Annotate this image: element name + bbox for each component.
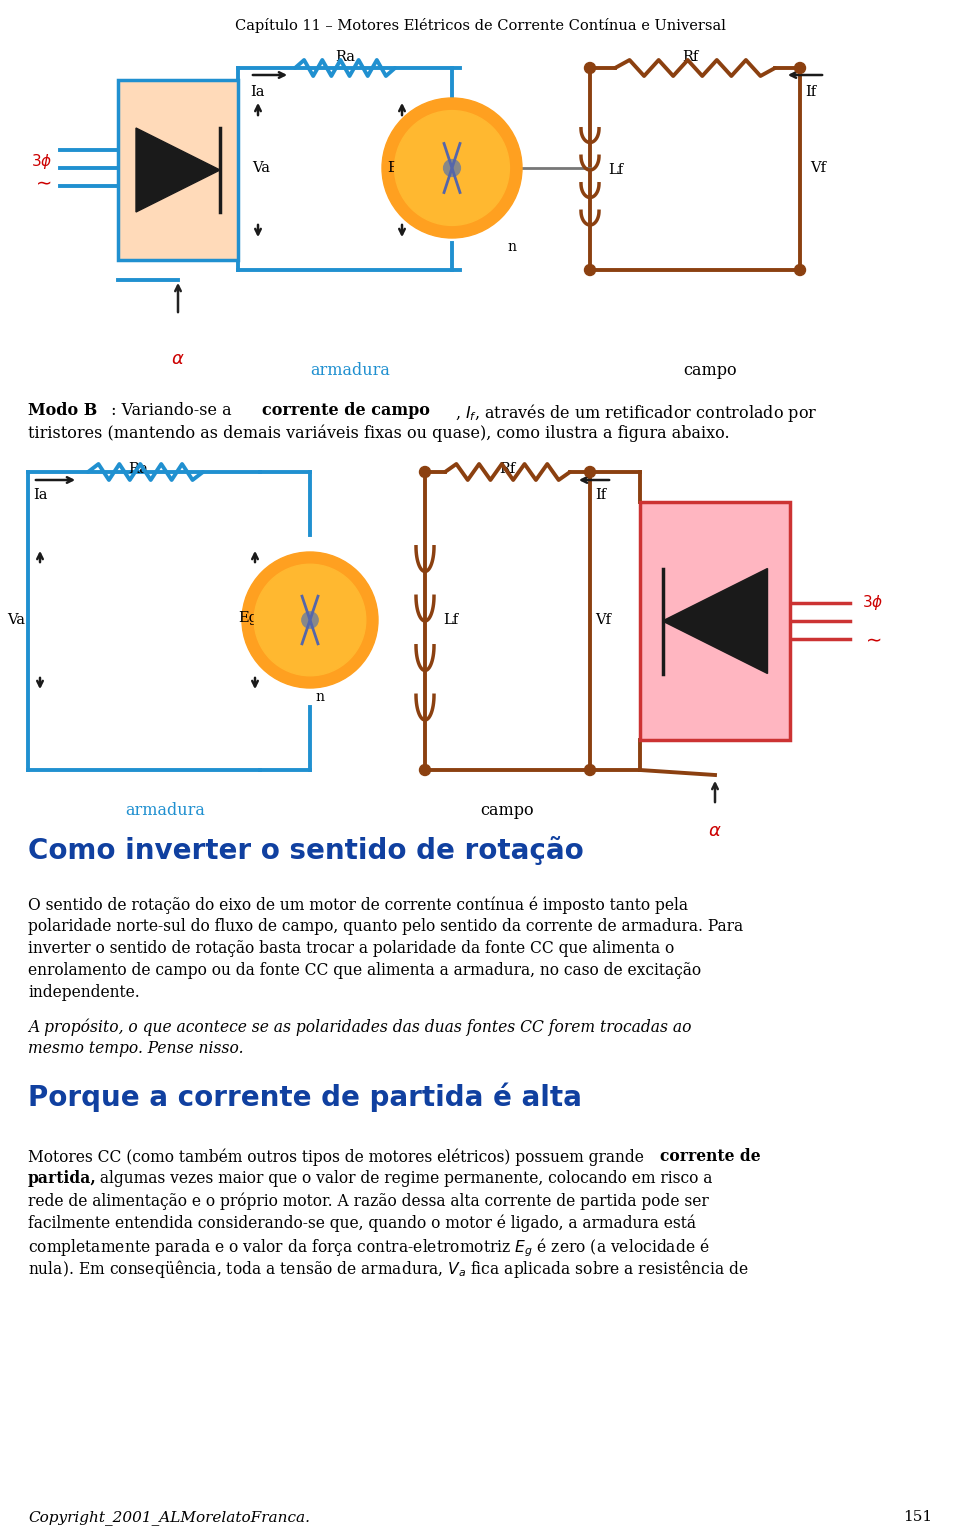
Text: 151: 151 [902,1511,932,1524]
Text: Motores CC (como também outros tipos de motores elétricos) possuem grande: Motores CC (como também outros tipos de … [28,1148,649,1165]
Circle shape [420,466,430,477]
Circle shape [395,110,510,225]
Text: facilmente entendida considerando-se que, quando o motor é ligado, a armadura es: facilmente entendida considerando-se que… [28,1214,696,1231]
Text: completamente parada e o valor da força contra-eletromotriz $E_g$ é zero (a velo: completamente parada e o valor da força … [28,1235,709,1258]
Circle shape [444,159,461,176]
Circle shape [585,63,595,73]
Text: Como inverter o sentido de rotação: Como inverter o sentido de rotação [28,836,584,865]
Text: Ia: Ia [33,488,47,502]
Text: Rf: Rf [499,462,516,476]
Text: $\alpha$: $\alpha$ [171,350,185,368]
Text: Va: Va [7,613,25,627]
Text: Capítulo 11 – Motores Elétricos de Corrente Contínua e Universal: Capítulo 11 – Motores Elétricos de Corre… [234,18,726,34]
Text: Eg: Eg [387,161,407,174]
Text: Vf: Vf [595,613,611,627]
Circle shape [585,265,595,275]
Text: $\sim$: $\sim$ [862,630,882,648]
Text: armadura: armadura [125,803,204,820]
Circle shape [382,98,522,239]
Text: n: n [315,690,324,703]
Text: O sentido de rotação do eixo de um motor de corrente contínua é imposto tanto pe: O sentido de rotação do eixo de um motor… [28,896,688,913]
Text: $\sim$: $\sim$ [32,173,52,191]
Text: If: If [595,488,606,502]
Text: algumas vezes maior que o valor de regime permanente, colocando em risco a: algumas vezes maior que o valor de regim… [95,1170,712,1187]
Text: tiristores (mantendo as demais variáveis fixas ou quase), como ilustra a figura : tiristores (mantendo as demais variáveis… [28,424,730,442]
Text: nula). Em conseqüência, toda a tensão de armadura, $V_a$ fica aplicada sobre a r: nula). Em conseqüência, toda a tensão de… [28,1258,749,1280]
Circle shape [795,265,805,275]
Text: : Variando-se a: : Variando-se a [106,402,237,419]
Circle shape [420,764,430,775]
Text: Va: Va [252,161,270,174]
FancyBboxPatch shape [640,502,790,740]
Polygon shape [662,569,767,673]
Text: Porque a corrente de partida é alta: Porque a corrente de partida é alta [28,1083,582,1112]
Text: inverter o sentido de rotação basta trocar a polaridade da fonte CC que alimenta: inverter o sentido de rotação basta troc… [28,940,674,957]
Text: Ra: Ra [335,50,355,64]
Text: rede de alimentação e o próprio motor. A razão dessa alta corrente de partida po: rede de alimentação e o próprio motor. A… [28,1193,708,1209]
Text: $3\phi$: $3\phi$ [862,593,883,613]
Text: Ia: Ia [250,86,265,99]
Text: A propósito, o que acontece se as polaridades das duas fontes CC forem trocadas : A propósito, o que acontece se as polari… [28,1018,691,1035]
Text: Copyright_2001_ALMorelatoFranca.: Copyright_2001_ALMorelatoFranca. [28,1511,310,1524]
Text: Lf: Lf [608,164,623,177]
Text: , $I_f$, através de um retificador controlado por: , $I_f$, através de um retificador contr… [455,402,817,424]
Text: corrente de campo: corrente de campo [262,402,430,419]
Text: armadura: armadura [310,362,390,379]
Text: mesmo tempo. Pense nisso.: mesmo tempo. Pense nisso. [28,1040,244,1057]
Text: $3\phi$: $3\phi$ [32,151,53,171]
Text: Modo B: Modo B [28,402,97,419]
Circle shape [795,63,805,73]
Text: Ra: Ra [128,462,148,476]
Circle shape [242,552,378,688]
Text: campo: campo [684,362,737,379]
Text: $\alpha$: $\alpha$ [708,823,722,839]
Text: n: n [507,240,516,254]
Text: Rf: Rf [682,50,698,64]
Text: enrolamento de campo ou da fonte CC que alimenta a armadura, no caso de excitaçã: enrolamento de campo ou da fonte CC que … [28,962,701,979]
Circle shape [254,564,366,676]
FancyBboxPatch shape [118,80,238,260]
Text: independente.: independente. [28,985,140,1001]
Circle shape [585,764,595,775]
Polygon shape [136,128,220,213]
Text: If: If [805,86,816,99]
Text: Lf: Lf [443,613,458,627]
Text: campo: campo [481,803,535,820]
Text: Vf: Vf [810,161,826,174]
Text: corrente de: corrente de [660,1148,760,1165]
Circle shape [585,466,595,477]
Text: polaridade norte-sul do fluxo de campo, quanto pelo sentido da corrente de armad: polaridade norte-sul do fluxo de campo, … [28,917,743,936]
Text: partida,: partida, [28,1170,97,1187]
Text: Eg: Eg [238,612,258,625]
Circle shape [301,612,318,628]
